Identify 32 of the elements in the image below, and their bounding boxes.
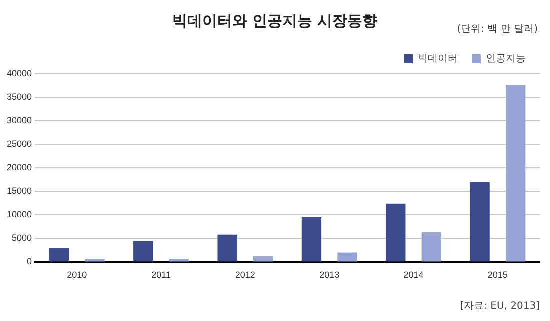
bar xyxy=(49,248,70,262)
y-tick-label: 35000 xyxy=(6,92,32,102)
bar xyxy=(302,218,322,262)
y-tick-label: 10000 xyxy=(6,210,32,220)
bar xyxy=(338,252,358,262)
x-tick-label: 2012 xyxy=(235,270,256,280)
bar xyxy=(169,259,189,262)
bar xyxy=(218,234,238,262)
bar xyxy=(134,241,154,262)
x-tick-label: 2013 xyxy=(320,270,340,280)
bar xyxy=(85,259,105,262)
chart-subtitle: (단위: 백 만 달러) xyxy=(457,23,538,36)
y-tick-label: 0 xyxy=(27,256,32,267)
legend-label: 빅데이터 xyxy=(418,54,458,65)
bar xyxy=(386,204,406,262)
x-tick-label: 2015 xyxy=(488,270,508,280)
y-tick-label: 5000 xyxy=(12,233,32,244)
y-tick-label: 20000 xyxy=(6,162,32,173)
chart-title: 빅데이터와 인공지능 시장동향 xyxy=(172,12,378,30)
y-tick-label: 25000 xyxy=(6,139,32,150)
x-tick-label: 2011 xyxy=(152,270,171,280)
bar xyxy=(506,85,526,262)
text: [자료: EU, 2013] xyxy=(460,300,540,313)
x-tick-label: 2014 xyxy=(404,270,424,280)
bar xyxy=(470,182,490,262)
legend-label: 인공지능 xyxy=(486,54,526,65)
y-tick-label: 40000 xyxy=(6,68,32,78)
y-tick-label: 15000 xyxy=(6,186,32,196)
x-tick-label: 2010 xyxy=(67,270,88,280)
bar xyxy=(422,232,442,262)
y-tick-label: 30000 xyxy=(6,116,32,126)
bar xyxy=(253,256,274,262)
